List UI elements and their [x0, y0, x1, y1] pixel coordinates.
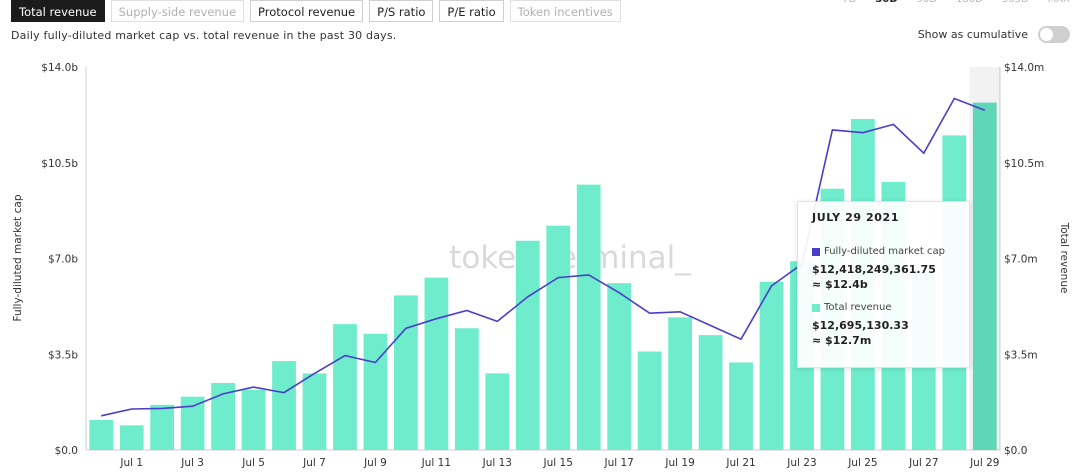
- revenue-bar[interactable]: [729, 362, 753, 450]
- revenue-bar[interactable]: [180, 396, 205, 450]
- revenue-bar[interactable]: [272, 361, 296, 450]
- x-tick-label: Jul 5: [241, 457, 265, 469]
- revenue-bar[interactable]: [333, 324, 357, 450]
- tooltip-series-name: Fully-diluted market cap: [824, 246, 945, 257]
- revenue-bar[interactable]: [546, 225, 571, 450]
- chart-subtitle: Daily fully-diluted market cap vs. total…: [11, 29, 397, 42]
- market-cap-line: [101, 97, 986, 417]
- x-tick-label: Jul 25: [847, 457, 877, 469]
- revenue-bar[interactable]: [698, 335, 723, 450]
- y-axis-left-title: Fully-diluted market cap: [12, 194, 24, 321]
- revenue-bar[interactable]: [394, 295, 418, 450]
- series-swatch-icon: [812, 303, 820, 312]
- range-180d[interactable]: 180D: [956, 0, 983, 5]
- y-right-tick-label: $3.5m: [1004, 349, 1038, 361]
- revenue-bar[interactable]: [515, 240, 540, 450]
- revenue-bar[interactable]: [454, 328, 479, 450]
- tab-total-revenue[interactable]: Total revenue: [11, 0, 105, 22]
- x-tick-label: Jul 23: [786, 457, 816, 469]
- y-left-tick-label: $3.5b: [48, 349, 78, 361]
- chart-tooltip: JULY 29 2021 Fully-diluted market cap $1…: [797, 201, 970, 368]
- x-tick-label: Jul 27: [908, 457, 938, 469]
- range-30d[interactable]: 30D: [875, 0, 897, 5]
- tooltip-series-name: Total revenue: [824, 302, 892, 313]
- tab-token-incentives[interactable]: Token incentives: [509, 0, 621, 22]
- y-left-tick-label: $7.0b: [48, 254, 78, 266]
- revenue-bar[interactable]: [302, 373, 327, 450]
- revenue-bar[interactable]: [211, 382, 235, 450]
- y-left-tick-label: $0.0: [55, 445, 78, 457]
- tab-supply-side-revenue[interactable]: Supply-side revenue: [110, 0, 245, 22]
- range-max[interactable]: MAX: [1048, 0, 1070, 5]
- series-swatch-icon: [812, 247, 820, 256]
- range-90d[interactable]: 90D: [917, 0, 937, 5]
- time-range-selector: 7D 30D 90D 180D 365D MAX: [842, 0, 1070, 5]
- y-right-tick-label: $7.0m: [1004, 254, 1038, 266]
- y-right-tick-label: $0.0: [1004, 445, 1027, 457]
- cumulative-label: Show as cumulative: [917, 28, 1028, 41]
- y-right-tick-label: $14.0m: [1004, 62, 1044, 74]
- x-tick-label: Jul 7: [302, 457, 326, 469]
- revenue-bar[interactable]: [972, 102, 997, 451]
- revenue-bar[interactable]: [485, 373, 510, 450]
- x-tick-label: Jul 3: [180, 457, 204, 469]
- revenue-bar[interactable]: [119, 425, 144, 450]
- tooltip-series-value: $12,418,249,361.75: [812, 263, 936, 276]
- watermark-logo: token terminal_: [449, 240, 691, 276]
- tooltip-date: JULY 29 2021: [812, 211, 900, 224]
- x-tick-label: Jul 21: [725, 457, 755, 469]
- revenue-bar[interactable]: [668, 317, 692, 450]
- cumulative-toggle[interactable]: [1038, 26, 1070, 43]
- x-tick-label: Jul 1: [119, 457, 143, 469]
- tooltip-series-approx: ≈ $12.4b: [812, 278, 868, 291]
- x-tick-label: Jul 9: [363, 457, 387, 469]
- tooltip-series-approx: ≈ $12.7m: [812, 334, 872, 347]
- x-tick-label: Jul 17: [603, 457, 633, 469]
- y-left-tick-label: $14.0b: [41, 62, 78, 74]
- revenue-bar[interactable]: [89, 419, 114, 450]
- revenue-bar[interactable]: [424, 277, 449, 450]
- revenue-bar[interactable]: [150, 404, 175, 450]
- tab-p-s-ratio[interactable]: P/S ratio: [369, 0, 434, 22]
- y-axis-right-title: Total revenue: [1058, 222, 1070, 294]
- revenue-bar[interactable]: [607, 283, 632, 450]
- range-365d[interactable]: 365D: [1002, 0, 1029, 5]
- revenue-bar[interactable]: [576, 184, 601, 450]
- tooltip-series-1: Total revenue $12,695,130.33 ≈ $12.7m: [812, 302, 955, 347]
- range-7d[interactable]: 7D: [842, 0, 856, 5]
- x-tick-label: Jul 13: [482, 457, 512, 469]
- revenue-bar[interactable]: [759, 281, 784, 450]
- y-left-tick-label: $10.5b: [41, 158, 78, 170]
- tooltip-series-value: $12,695,130.33: [812, 319, 909, 332]
- metric-tabs: Total revenue Supply-side revenue Protocol…: [11, 0, 621, 22]
- revenue-bar[interactable]: [363, 333, 388, 450]
- x-tick-label: Jul 15: [543, 457, 573, 469]
- tooltip-series-0: Fully-diluted market cap $12,418,249,361…: [812, 246, 955, 291]
- revenue-bar[interactable]: [637, 351, 662, 450]
- revenue-bar[interactable]: [241, 389, 266, 450]
- x-tick-label: Jul 19: [664, 457, 694, 469]
- tab-p-e-ratio[interactable]: P/E ratio: [439, 0, 504, 22]
- y-right-tick-label: $10.5m: [1004, 158, 1044, 170]
- x-tick-label: Jul 29: [969, 457, 999, 469]
- cumulative-control[interactable]: Show as cumulative: [918, 26, 1070, 43]
- tab-protocol-revenue[interactable]: Protocol revenue: [250, 0, 364, 22]
- x-tick-label: Jul 11: [421, 457, 451, 469]
